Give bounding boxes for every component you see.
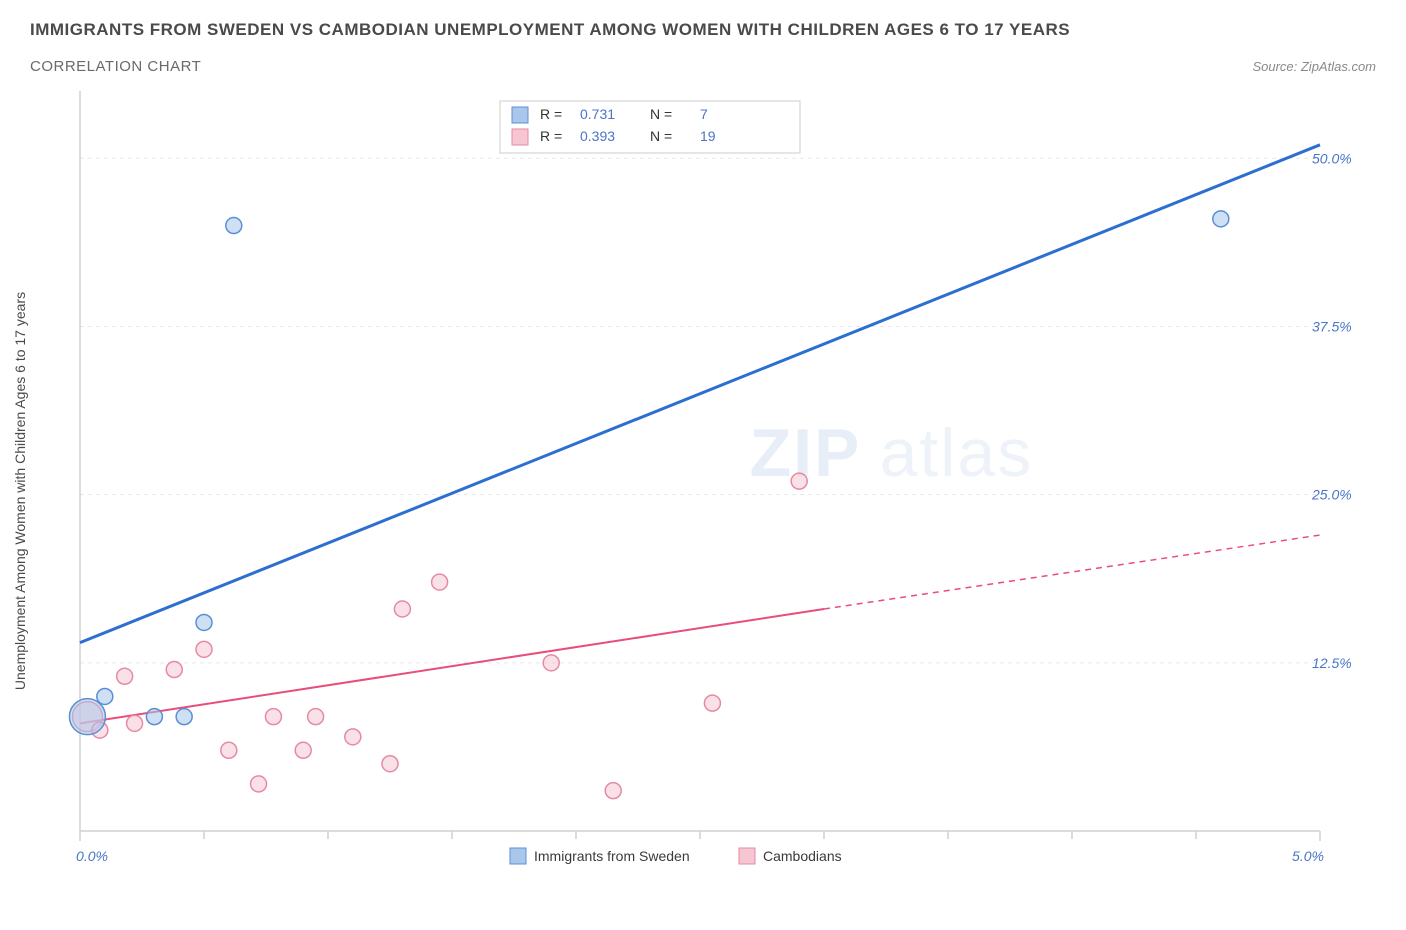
data-point-pink (295, 742, 311, 758)
data-point-blue (226, 218, 242, 234)
trendline-blue (80, 145, 1320, 643)
data-point-blue (69, 699, 105, 735)
data-point-pink (345, 729, 361, 745)
legend-r-value: 0.393 (580, 128, 615, 144)
watermark-light: atlas (880, 415, 1034, 491)
legend-swatch-pink (512, 129, 528, 145)
data-point-pink (265, 709, 281, 725)
data-point-pink (382, 756, 398, 772)
bottom-legend-label: Immigrants from Sweden (534, 848, 690, 864)
legend-n-label: N = (650, 106, 672, 122)
chart-subtitle: CORRELATION CHART (30, 58, 201, 75)
data-point-pink (127, 715, 143, 731)
legend-n-value: 7 (700, 106, 708, 122)
data-point-pink (791, 473, 807, 489)
data-point-blue (196, 614, 212, 630)
data-point-pink (605, 783, 621, 799)
legend-r-label: R = (540, 106, 562, 122)
data-point-pink (543, 655, 559, 671)
data-point-pink (704, 695, 720, 711)
data-point-pink (117, 668, 133, 684)
legend-r-label: R = (540, 128, 562, 144)
data-point-pink (432, 574, 448, 590)
y-tick-label: 12.5% (1312, 655, 1352, 671)
legend-n-value: 19 (700, 128, 716, 144)
data-point-blue (1213, 211, 1229, 227)
legend-swatch-blue (512, 107, 528, 123)
data-point-pink (166, 662, 182, 678)
subtitle-row: CORRELATION CHART Source: ZipAtlas.com (30, 58, 1376, 75)
y-tick-label: 50.0% (1312, 150, 1352, 166)
data-point-blue (176, 709, 192, 725)
y-tick-label: 25.0% (1311, 487, 1352, 503)
y-tick-label: 37.5% (1312, 318, 1352, 334)
correlation-chart: Unemployment Among Women with Children A… (30, 81, 1376, 901)
data-point-pink (308, 709, 324, 725)
bottom-legend-swatch-pink (739, 848, 755, 864)
x-tick-label: 5.0% (1292, 848, 1324, 864)
data-point-pink (196, 641, 212, 657)
legend-r-value: 0.731 (580, 106, 615, 122)
data-point-pink (394, 601, 410, 617)
y-axis-label: Unemployment Among Women with Children A… (12, 292, 28, 690)
legend-n-label: N = (650, 128, 672, 144)
chart-svg: 12.5%25.0%37.5%50.0%ZIPatlas0.0%5.0%R =0… (30, 81, 1376, 901)
trendline-pink-dashed (824, 535, 1320, 609)
bottom-legend-swatch-blue (510, 848, 526, 864)
data-point-pink (221, 742, 237, 758)
data-point-blue (97, 688, 113, 704)
data-point-blue (146, 709, 162, 725)
chart-title: IMMIGRANTS FROM SWEDEN VS CAMBODIAN UNEM… (30, 20, 1376, 40)
source-label: Source: ZipAtlas.com (1252, 59, 1376, 74)
data-point-pink (251, 776, 267, 792)
bottom-legend-label: Cambodians (763, 848, 842, 864)
x-tick-label: 0.0% (76, 848, 108, 864)
